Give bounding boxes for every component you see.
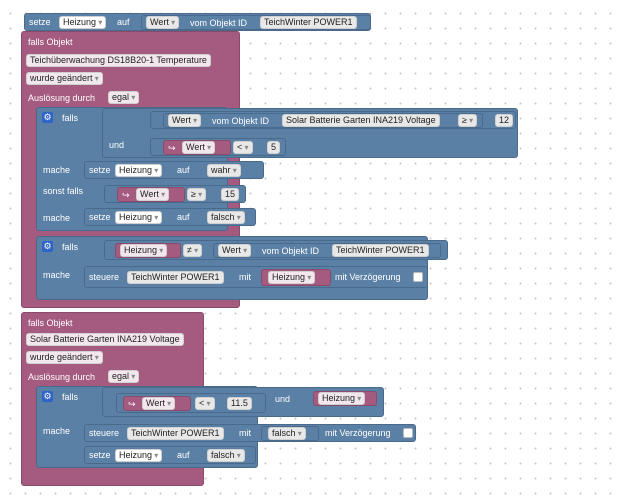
compare-block-wert-2[interactable]: ↪ Wert ≥ 15 — [104, 185, 246, 203]
bool-dropdown[interactable]: falsch — [207, 211, 245, 224]
operator-dropdown[interactable]: ≠ — [183, 244, 203, 257]
value-block[interactable]: Wert vom Objekt ID TeichWinter POWER1 — [213, 243, 441, 258]
setze-label: setze — [89, 212, 111, 222]
wert-dropdown[interactable]: Wert — [182, 141, 216, 154]
variable-dropdown[interactable]: Heizung — [59, 16, 107, 29]
wert-var-block-3[interactable]: ↪ Wert — [123, 396, 191, 411]
operator-dropdown[interactable]: ≥ — [458, 114, 478, 127]
falls-label: falls — [62, 242, 79, 252]
gear-icon[interactable]: ⚙ — [42, 391, 53, 402]
vom-objekt-label: vom Objekt ID — [212, 116, 270, 126]
return-arrow-icon: ↪ — [128, 399, 136, 409]
delay-checkbox[interactable] — [413, 272, 423, 282]
gear-icon[interactable]: ⚙ — [42, 112, 53, 123]
object-id-field[interactable]: TeichWinter POWER1 — [127, 427, 224, 440]
wert-var-block-2[interactable]: ↪ Wert — [117, 187, 185, 202]
object-id-field[interactable]: TeichWinter POWER1 — [332, 244, 429, 257]
heizung-var-block[interactable]: Heizung — [115, 243, 181, 258]
wert-dropdown[interactable]: Wert — [136, 188, 170, 201]
vom-objekt-label: vom Objekt ID — [190, 18, 248, 28]
setze-label: setze — [89, 450, 111, 460]
sonst-falls-label: sonst falls — [43, 186, 84, 196]
vom-objekt-label: vom Objekt ID — [262, 246, 320, 256]
trigger-object-field[interactable]: Solar Batterie Garten INA219 Voltage — [26, 333, 184, 346]
variable-dropdown[interactable]: Heizung — [115, 164, 163, 177]
value-block-voltage[interactable]: Wert vom Objekt ID Solar Batterie Garten… — [163, 113, 483, 128]
bool-dropdown[interactable]: wahr — [207, 164, 241, 177]
wert-dropdown[interactable]: Wert — [168, 114, 202, 127]
compare-block-heizung[interactable]: Heizung ≠ Wert vom Objekt ID TeichWinter… — [104, 240, 448, 260]
ausloesung-dropdown[interactable]: egal — [108, 370, 140, 383]
setze-label: setze — [89, 165, 111, 175]
bool-dropdown[interactable]: falsch — [268, 427, 306, 440]
variable-dropdown[interactable]: Heizung — [318, 392, 366, 405]
auf-label: auf — [177, 212, 190, 222]
trigger-type-dropdown[interactable]: wurde geändert — [26, 72, 103, 85]
value-block[interactable]: Wert vom Objekt ID TeichWinter POWER1 — [141, 15, 371, 30]
ausloesung-label: Auslösung durch — [28, 93, 96, 103]
wert-dropdown[interactable]: Wert — [146, 16, 180, 29]
object-id-field[interactable]: TeichWinter POWER1 — [127, 271, 224, 284]
delay-label: mit Verzögerung — [325, 428, 391, 438]
wert-dropdown[interactable]: Wert — [218, 244, 252, 257]
delay-checkbox[interactable] — [403, 428, 413, 438]
und-label: und — [109, 140, 125, 150]
compare-block-voltage[interactable]: Wert vom Objekt ID Solar Batterie Garten… — [150, 111, 516, 129]
mit-label: mit — [239, 272, 251, 282]
object-id-field[interactable]: Solar Batterie Garten INA219 Voltage — [282, 114, 440, 127]
ausloesung-dropdown[interactable]: egal — [108, 91, 140, 104]
falls-objekt-label: falls Objekt — [28, 37, 73, 47]
bool-block[interactable]: falsch — [261, 426, 319, 441]
falls-label: falls — [62, 113, 79, 123]
variable-dropdown[interactable]: Heizung — [120, 244, 168, 257]
heizung-var-block[interactable]: Heizung — [261, 269, 331, 286]
steuere-block-2[interactable]: steuere TeichWinter POWER1 mit falsch mi… — [84, 424, 416, 442]
trigger-type-dropdown[interactable]: wurde geändert — [26, 351, 103, 364]
steuere-label: steuere — [89, 428, 120, 438]
steuere-block[interactable]: steuere TeichWinter POWER1 mit Heizung m… — [84, 266, 428, 288]
bool-dropdown[interactable]: falsch — [207, 449, 245, 462]
falls-label: falls — [62, 392, 79, 402]
setze-block-falsch-2[interactable]: setze Heizung auf falsch — [84, 446, 256, 464]
compare-block-wert-3[interactable]: ↪ Wert < 11.5 — [116, 393, 266, 413]
auf-label: auf — [177, 450, 190, 460]
variable-dropdown[interactable]: Heizung — [115, 449, 163, 462]
setze-block-wahr[interactable]: setze Heizung auf wahr — [84, 161, 264, 179]
return-arrow-icon: ↪ — [168, 143, 176, 153]
wert-var-block[interactable]: ↪ Wert — [163, 140, 231, 155]
auf-label: auf — [117, 17, 130, 27]
falls-objekt-label: falls Objekt — [28, 318, 73, 328]
operator-dropdown[interactable]: < — [233, 141, 253, 154]
compare-block-wert[interactable]: ↪ Wert < 5 — [150, 138, 286, 156]
heizung-var-block-3[interactable]: Heizung — [313, 391, 377, 406]
setze-label: setze — [29, 17, 51, 27]
mit-label: mit — [239, 428, 251, 438]
number-field[interactable]: 5 — [267, 141, 281, 154]
setze-block-falsch[interactable]: setze Heizung auf falsch — [84, 208, 256, 226]
object-id-field[interactable]: TeichWinter POWER1 — [260, 16, 357, 29]
auf-label: auf — [177, 165, 190, 175]
ausloesung-label: Auslösung durch — [28, 372, 96, 382]
operator-dropdown[interactable]: ≥ — [187, 188, 207, 201]
number-field[interactable]: 12 — [495, 114, 514, 127]
trigger-object-field[interactable]: Teichüberwachung DS18B20-1 Temperature — [26, 54, 211, 67]
mache-label-2: mache — [43, 213, 71, 223]
mache-label: mache — [43, 426, 71, 436]
steuere-label: steuere — [89, 272, 120, 282]
und-label: und — [275, 394, 291, 404]
variable-dropdown[interactable]: Heizung — [268, 271, 316, 284]
setze-block-top[interactable]: setze Heizung auf Wert vom Objekt ID Tei… — [24, 13, 371, 31]
variable-dropdown[interactable]: Heizung — [115, 211, 163, 224]
wert-dropdown[interactable]: Wert — [142, 397, 176, 410]
number-field[interactable]: 11.5 — [227, 397, 252, 410]
number-field[interactable]: 15 — [221, 188, 240, 201]
delay-label: mit Verzögerung — [335, 272, 401, 282]
gear-icon[interactable]: ⚙ — [42, 241, 53, 252]
mache-label: mache — [43, 270, 71, 280]
mache-label: mache — [43, 165, 71, 175]
return-arrow-icon: ↪ — [122, 190, 130, 200]
operator-dropdown[interactable]: < — [195, 397, 215, 410]
